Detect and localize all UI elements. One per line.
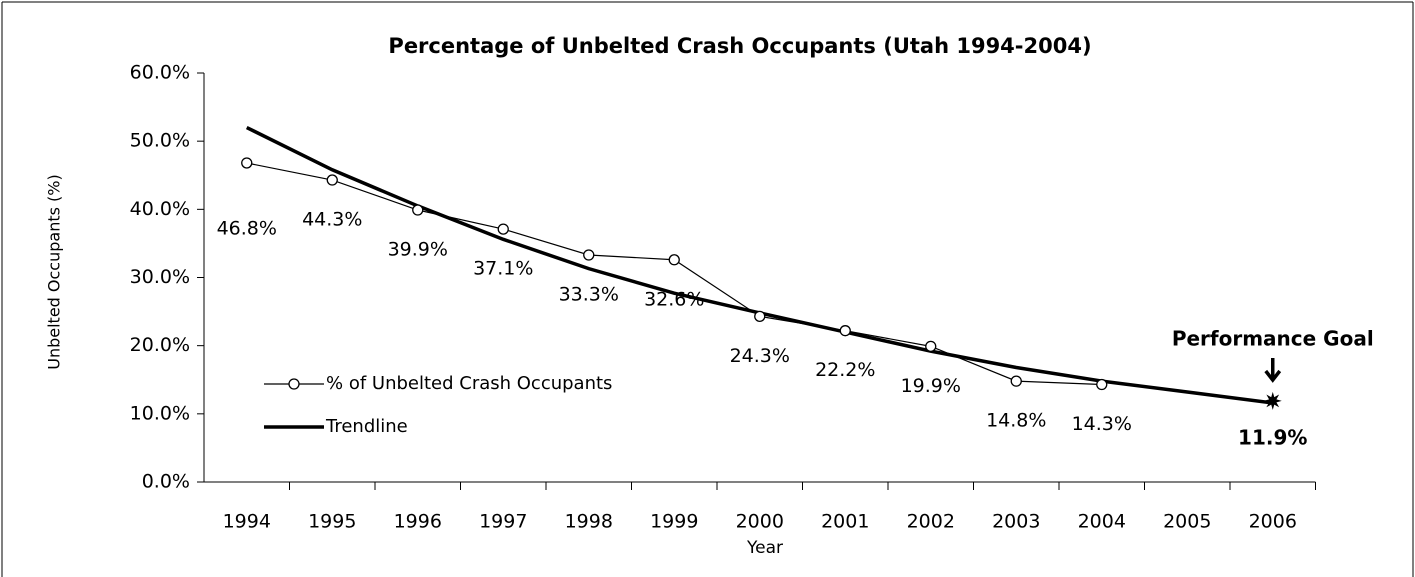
goal-marker <box>1263 391 1282 410</box>
x-tick-label: 1995 <box>308 511 356 533</box>
legend-label: % of Unbelted Crash Occupants <box>326 373 612 394</box>
data-label: 32.6% <box>644 288 704 310</box>
data-point <box>326 174 338 186</box>
data-label: 39.9% <box>388 239 448 261</box>
y-tick-label: 30.0% <box>130 266 190 288</box>
y-tick-label: 40.0% <box>130 198 190 220</box>
data-point <box>754 310 766 323</box>
x-axis-label: Year <box>746 538 783 558</box>
data-label: 37.1% <box>473 258 533 280</box>
data-label: 14.8% <box>986 410 1046 432</box>
x-tick-label: 2004 <box>1078 511 1126 533</box>
data-label: 14.3% <box>1072 413 1132 435</box>
chart-title: Percentage of Unbelted Crash Occupants (… <box>388 34 1091 58</box>
data-point <box>412 204 424 216</box>
data-point <box>925 340 937 352</box>
data-point <box>668 254 680 266</box>
data-point <box>583 249 595 261</box>
x-tick-label: 1999 <box>650 511 698 533</box>
data-point <box>497 223 509 235</box>
data-line <box>246 162 1102 386</box>
x-tick-label: 2000 <box>736 511 784 533</box>
data-point <box>1096 378 1108 391</box>
legend-marker <box>288 378 300 390</box>
x-tick-label: 2003 <box>992 511 1040 533</box>
y-tick-label: 0.0% <box>142 471 190 493</box>
y-tick-label: 10.0% <box>130 402 190 424</box>
goal-label: 11.9% <box>1238 425 1307 449</box>
data-point <box>1010 375 1022 387</box>
y-axis-label: Unbelted Occupants (%) <box>45 174 64 369</box>
x-tick-label: 2002 <box>907 511 955 533</box>
y-tick-label: 50.0% <box>130 130 190 152</box>
x-tick-label: 2006 <box>1249 511 1297 533</box>
data-label: 22.2% <box>815 359 875 381</box>
x-tick-label: 1996 <box>394 511 442 533</box>
legend-label: Trendline <box>325 416 408 437</box>
x-tick-label: 2001 <box>821 511 869 533</box>
x-tick-label: 1998 <box>565 511 613 533</box>
annotation-text: Performance Goal <box>1172 327 1374 351</box>
data-point <box>241 157 253 169</box>
data-point <box>839 325 851 337</box>
data-label: 44.3% <box>302 209 362 231</box>
data-label: 33.3% <box>559 284 619 306</box>
x-tick-label: 1997 <box>479 511 527 533</box>
y-tick-label: 60.0% <box>130 62 190 84</box>
data-label: 46.8% <box>217 217 277 239</box>
data-label: 24.3% <box>730 345 790 367</box>
annotation-arrow <box>1264 358 1282 383</box>
x-tick-label: 2005 <box>1163 511 1211 533</box>
data-label: 19.9% <box>901 375 961 397</box>
y-tick-label: 20.0% <box>130 334 190 356</box>
x-tick-label: 1994 <box>223 511 271 533</box>
